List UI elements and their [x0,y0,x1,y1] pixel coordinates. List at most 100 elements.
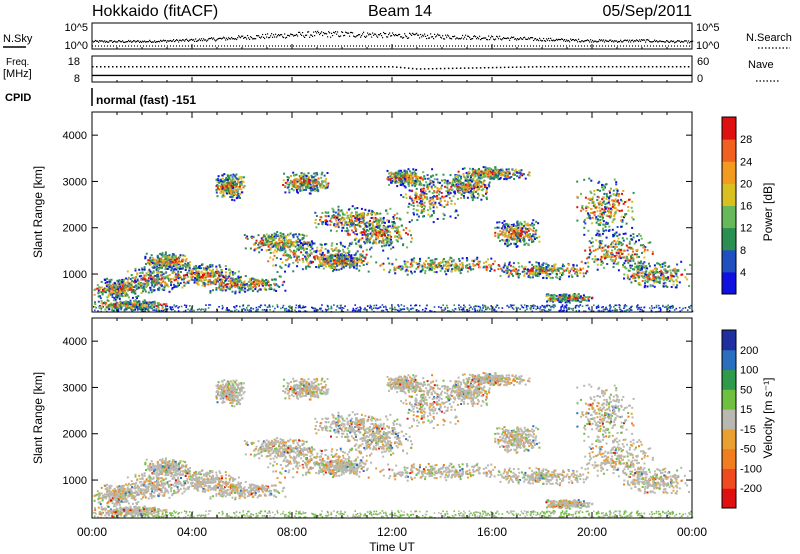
power-point [579,304,582,306]
power-point [531,272,534,274]
power-point [379,217,382,220]
power-point [279,275,282,278]
power-point [111,286,114,289]
power-point [377,218,380,221]
power-point [617,249,619,252]
power-point [355,211,357,214]
power-point [162,288,165,291]
power-point [428,201,431,204]
power-point [162,278,165,281]
power-point [519,308,521,310]
power-point [500,227,503,230]
power-point [433,271,436,274]
power-point [150,277,153,280]
power-point [371,233,373,236]
power-point [264,304,266,306]
power-point [482,188,485,191]
power-point [587,265,590,268]
power-point [423,263,426,266]
noise-left-tick-top: 10^5 [64,22,88,34]
power-point [524,309,527,312]
power-point [299,239,302,242]
power-point [142,308,145,310]
power-point [560,267,563,270]
power-point [337,211,340,214]
power-point [336,249,339,252]
power-point [517,235,520,238]
power-point [474,258,477,261]
noise-point [324,33,326,35]
power-point [333,224,336,227]
power-point [595,234,598,237]
noise-point [673,40,675,42]
noise-point [610,39,612,41]
power-point [182,274,185,277]
power-point [127,296,130,299]
power-point [418,262,421,265]
power-point [266,280,269,283]
power-point [344,252,347,255]
noise-point [145,41,147,43]
power-point [629,234,632,237]
power-point [517,276,520,279]
power-point [239,305,241,308]
noise-point [255,38,257,40]
noise-point [287,34,289,36]
power-point [470,306,472,309]
power-point [324,248,327,250]
power-point [465,183,467,186]
noise-point [631,39,633,42]
power-point [483,310,486,313]
noise-point [596,41,598,43]
power-point [314,307,316,310]
power-point [294,259,297,262]
noise-point [172,40,174,42]
power-point [377,230,380,232]
power-point [177,307,179,309]
power-point [331,250,334,252]
power-point [222,288,225,291]
power-point [400,194,403,197]
noise-point [468,35,470,37]
power-point [265,241,268,243]
power-point [415,187,418,190]
power-point [632,250,635,253]
noise-point [373,34,375,36]
power-point [118,297,121,300]
noise-point [136,40,138,43]
power-point [231,279,234,282]
power-point [485,260,488,263]
power-point [292,234,295,237]
power-point [394,268,397,271]
power-point [325,310,328,313]
power-point [643,256,646,259]
noise-point [504,37,506,39]
power-point [510,238,513,240]
noise-point [184,40,186,42]
power-point [164,305,167,308]
noise-point [318,32,320,34]
power-point [225,283,228,286]
power-point [381,237,384,240]
power-point [415,267,418,270]
power-point [646,249,649,252]
power-point [590,310,592,313]
power-point [511,233,514,236]
power-point [184,274,187,276]
power-point [215,288,218,291]
power-point [644,248,646,251]
power-point [474,264,477,267]
power-point [558,267,561,270]
power-point [454,192,457,195]
power-point [393,266,396,269]
power-point [152,278,155,280]
noise-point [316,32,318,34]
power-point [596,232,599,235]
power-point [487,306,489,309]
noise-point [608,40,610,43]
noise-point [149,39,151,41]
power-point [528,239,531,242]
power-point [282,233,285,236]
power-point [476,309,479,312]
noise-point [613,41,615,43]
